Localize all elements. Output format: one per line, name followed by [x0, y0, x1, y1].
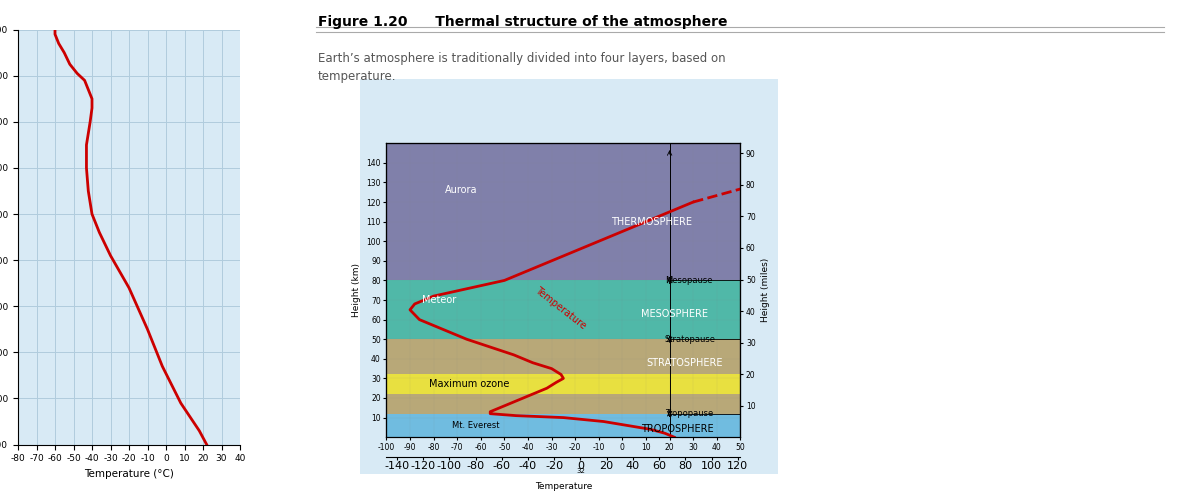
- Text: Meteor: Meteor: [422, 295, 456, 305]
- X-axis label: Temperature: Temperature: [535, 482, 592, 492]
- Text: MESOSPHERE: MESOSPHERE: [641, 309, 708, 319]
- Bar: [386, 281, 740, 339]
- Y-axis label: Height (miles): Height (miles): [761, 258, 770, 323]
- Text: Earth’s atmosphere is traditionally divided into four layers, based on
temperatu: Earth’s atmosphere is traditionally divi…: [318, 52, 726, 83]
- Text: Mesopause: Mesopause: [665, 276, 713, 285]
- Bar: [386, 339, 740, 413]
- Text: Stratopause: Stratopause: [665, 335, 716, 344]
- Text: TROPOSPHERE: TROPOSPHERE: [641, 424, 714, 434]
- Text: Aurora: Aurora: [445, 185, 478, 195]
- Text: 32: 32: [576, 468, 584, 474]
- Bar: [386, 143, 740, 281]
- X-axis label: Temperature (°C): Temperature (°C): [84, 469, 174, 479]
- Text: THERMOSPHERE: THERMOSPHERE: [611, 217, 691, 227]
- Text: Temperature: Temperature: [533, 285, 588, 331]
- Bar: [386, 374, 740, 394]
- Text: Mt. Everest: Mt. Everest: [452, 421, 500, 430]
- Text: Tropopause: Tropopause: [665, 409, 713, 418]
- Text: STRATOSPHERE: STRATOSPHERE: [646, 358, 722, 368]
- Bar: [386, 413, 740, 437]
- Text: Maximum ozone: Maximum ozone: [428, 379, 509, 389]
- Text: Figure 1.20  Thermal structure of the atmosphere: Figure 1.20 Thermal structure of the atm…: [318, 15, 727, 29]
- Y-axis label: Height (km): Height (km): [352, 263, 361, 317]
